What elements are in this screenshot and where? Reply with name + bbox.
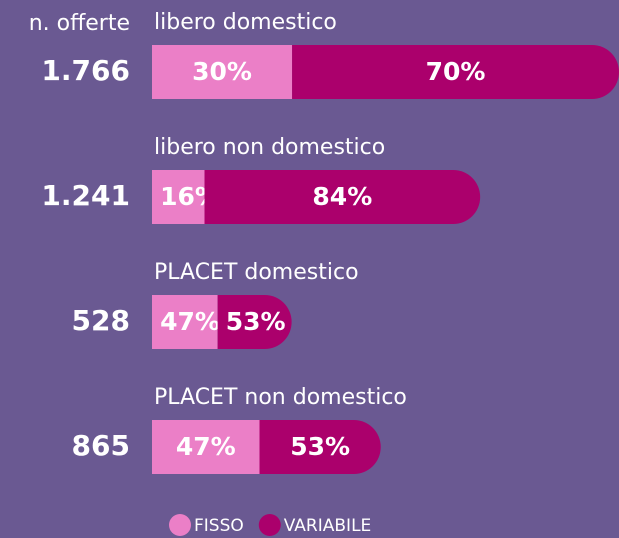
total-label: 1.241 [41,179,130,212]
value-label: 84% [312,182,372,211]
legend-swatch [169,514,191,536]
category-label: libero domestico [154,10,337,35]
bar-segment [259,420,381,474]
value-label: 47% [160,307,220,336]
bar-segment [152,420,260,474]
total-label: 1.766 [41,54,130,87]
legend-label: FISSO [194,516,244,536]
category-label: libero non domestico [154,135,385,160]
bar-segment [292,45,619,99]
total-label: 528 [72,304,130,337]
bar-segment [217,295,292,349]
category-label: PLACET non domestico [154,385,407,410]
total-axis-label: n. offerte [29,11,130,36]
value-label: 30% [192,57,252,86]
value-label: 47% [176,432,236,461]
total-label: 865 [72,429,130,462]
legend-label: VARIABILE [284,516,372,536]
value-label: 53% [226,307,286,336]
bar-segment [204,170,481,224]
bar-segment [152,45,293,99]
bar-segment [152,295,218,349]
bar-segment [152,170,205,224]
category-label: PLACET domestico [154,260,359,285]
value-label: 70% [426,57,486,86]
legend-swatch [258,514,281,536]
value-label: 53% [290,432,350,461]
